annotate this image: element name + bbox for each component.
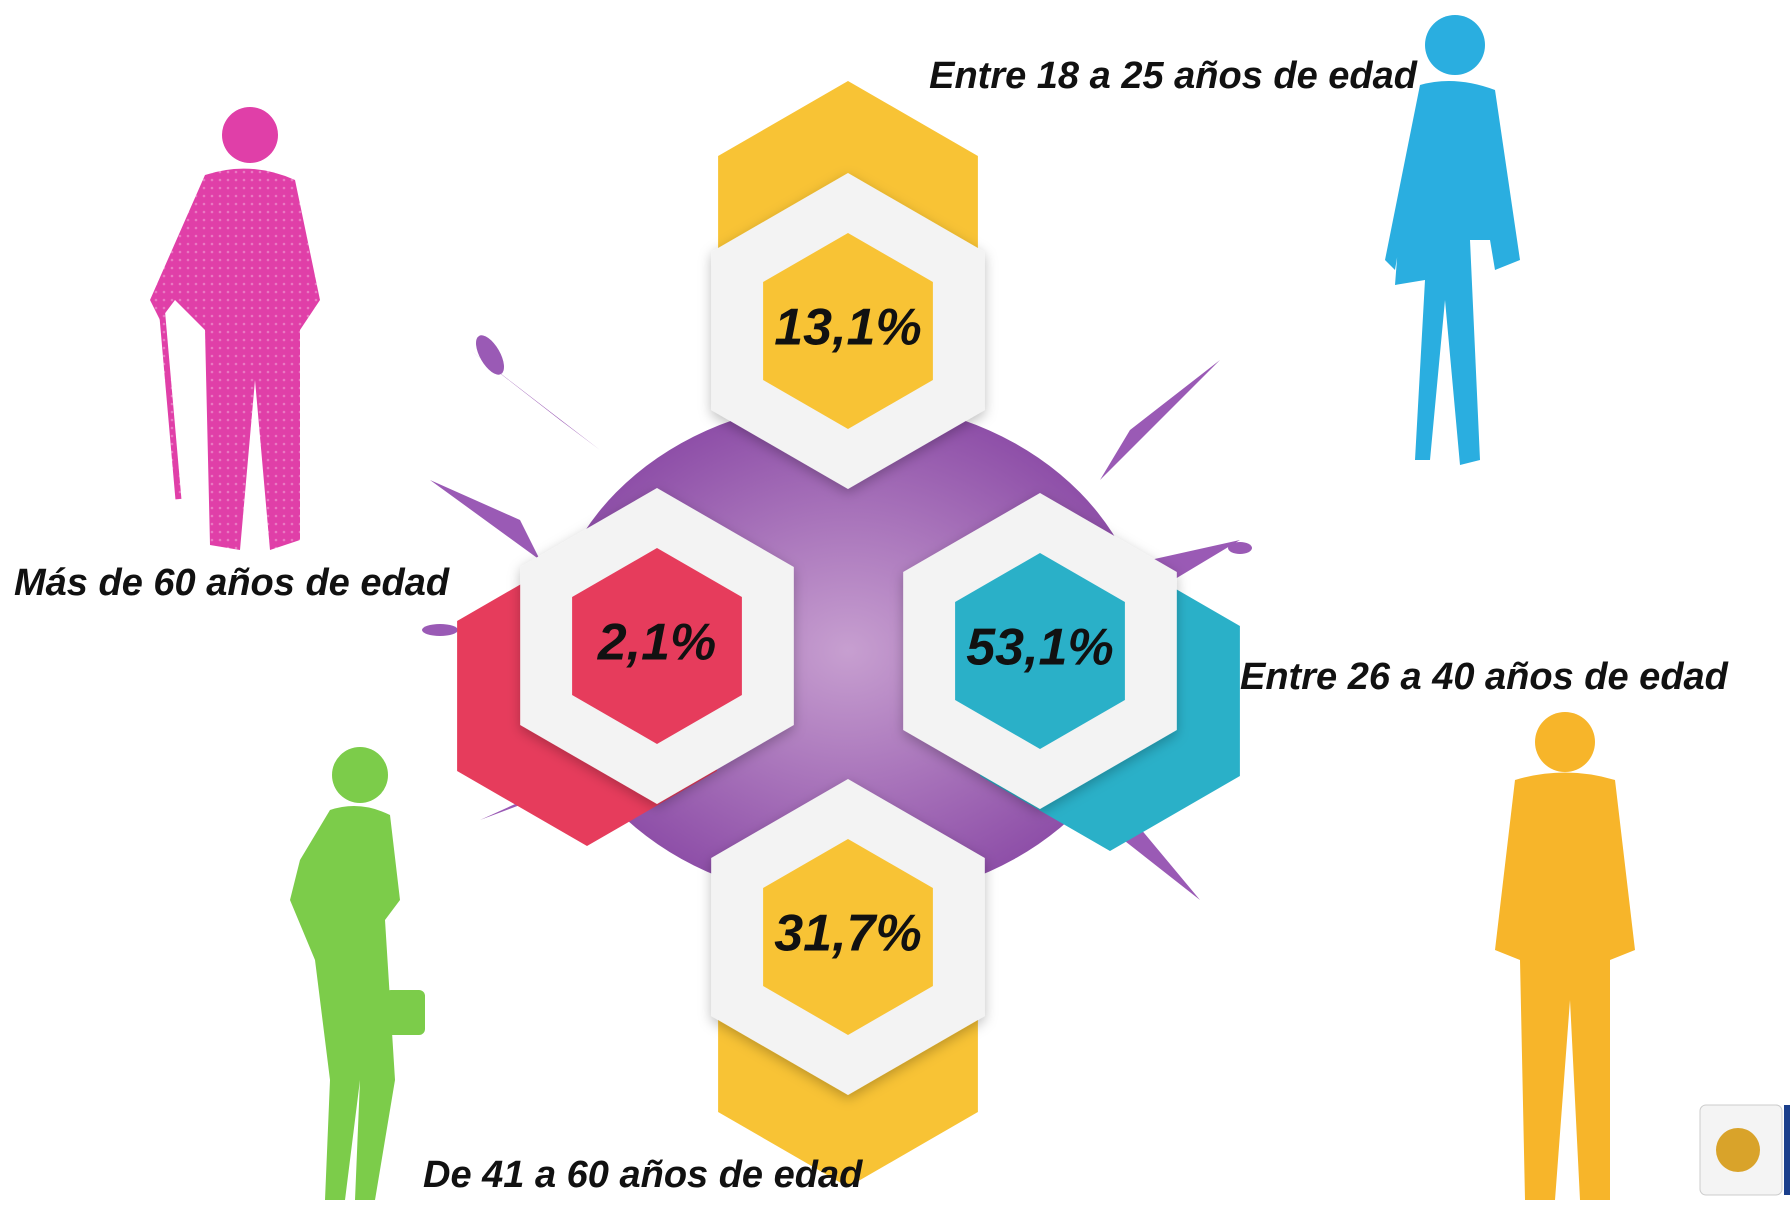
hex-core <box>763 839 933 1035</box>
group-label: De 41 a 60 años de edad <box>423 1154 863 1196</box>
silhouette-elder <box>150 107 330 560</box>
group-value: 53,1% <box>966 619 1113 677</box>
silhouette-woman <box>290 747 425 1200</box>
silhouette-man <box>1495 712 1635 1200</box>
group-label: Más de 60 años de edad <box>14 562 450 604</box>
hexagons: 13,1% 2,1% 53,1% 31,7% <box>457 81 1240 1187</box>
hex-core <box>955 553 1125 749</box>
group-value: 31,7% <box>774 905 921 963</box>
group-value: 13,1% <box>774 299 921 357</box>
hex-core <box>763 233 933 429</box>
logo <box>1699 1104 1790 1196</box>
group-label: Entre 26 a 40 años de edad <box>1240 656 1729 698</box>
silhouette-young-woman <box>1385 15 1520 465</box>
group-label: Entre 18 a 25 años de edad <box>929 55 1418 97</box>
hex-core <box>572 548 742 744</box>
group-value: 2,1% <box>597 614 717 672</box>
